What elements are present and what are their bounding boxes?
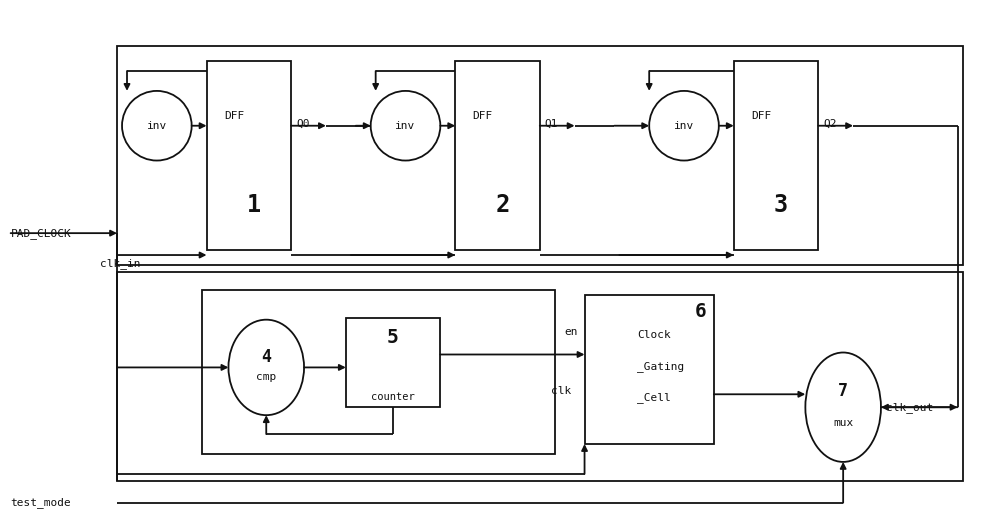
Text: _Cell: _Cell (637, 392, 671, 402)
Text: _Gating: _Gating (637, 361, 685, 372)
Text: Q2: Q2 (823, 119, 837, 129)
Ellipse shape (649, 91, 719, 161)
Text: 7: 7 (838, 382, 848, 400)
Text: cmp: cmp (256, 372, 276, 382)
Text: DFF: DFF (224, 111, 244, 121)
Text: 2: 2 (495, 193, 510, 217)
Bar (585, 295, 714, 444)
Bar (455, 61, 540, 250)
Text: Q0: Q0 (296, 119, 310, 129)
Bar (202, 290, 555, 454)
Text: clk: clk (551, 386, 572, 396)
Bar (346, 318, 440, 407)
Text: 6: 6 (695, 302, 707, 321)
Ellipse shape (805, 353, 881, 462)
Text: en: en (564, 327, 578, 336)
Text: inv: inv (674, 121, 694, 131)
Bar (207, 61, 291, 250)
Text: clk_out: clk_out (886, 402, 933, 413)
Bar (117, 46, 963, 265)
Text: inv: inv (395, 121, 416, 131)
Text: clk_in: clk_in (100, 258, 141, 269)
Text: 3: 3 (774, 193, 788, 217)
Text: 1: 1 (247, 193, 261, 217)
Bar (117, 272, 963, 481)
Bar (734, 61, 818, 250)
Text: PAD_CLOCK: PAD_CLOCK (11, 228, 71, 239)
Text: counter: counter (371, 392, 414, 402)
Ellipse shape (228, 320, 304, 415)
Text: inv: inv (147, 121, 167, 131)
Text: DFF: DFF (472, 111, 493, 121)
Ellipse shape (371, 91, 440, 161)
Text: test_mode: test_mode (11, 497, 71, 508)
Text: 5: 5 (387, 328, 398, 347)
Text: Clock: Clock (637, 330, 671, 340)
Ellipse shape (122, 91, 192, 161)
Text: DFF: DFF (751, 111, 771, 121)
Text: 4: 4 (261, 348, 271, 367)
Text: Q1: Q1 (545, 119, 558, 129)
Text: mux: mux (833, 418, 853, 428)
